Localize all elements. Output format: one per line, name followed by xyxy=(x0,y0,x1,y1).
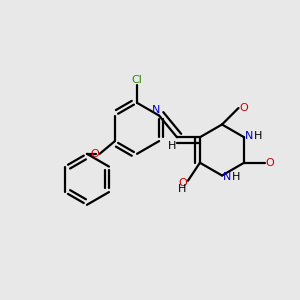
Text: O: O xyxy=(178,178,187,188)
Text: H: H xyxy=(178,184,187,194)
Text: N: N xyxy=(245,131,254,141)
Text: H: H xyxy=(167,141,176,151)
Text: O: O xyxy=(266,158,274,168)
Text: N: N xyxy=(223,172,232,182)
Text: N: N xyxy=(152,105,160,115)
Text: H: H xyxy=(232,172,240,182)
Text: O: O xyxy=(91,149,100,159)
Text: Cl: Cl xyxy=(132,75,142,85)
Text: O: O xyxy=(239,103,248,113)
Text: H: H xyxy=(254,131,262,141)
